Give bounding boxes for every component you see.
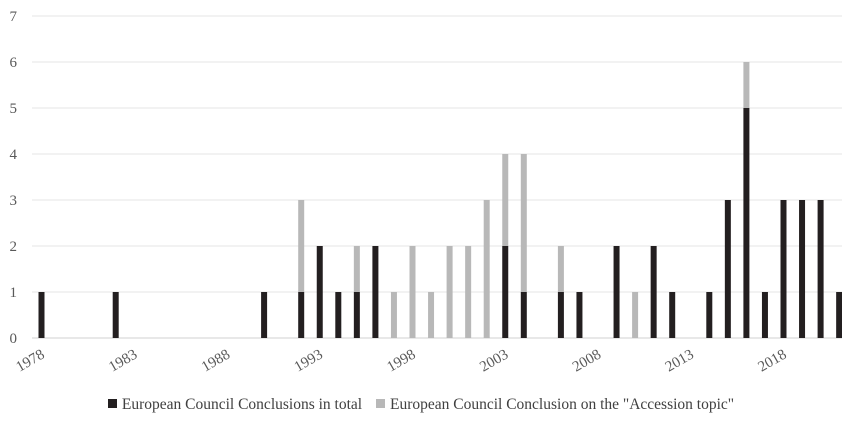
bar-total	[112, 292, 119, 338]
bar-total	[613, 246, 620, 338]
y-tick-label: 6	[10, 55, 18, 71]
legend-swatch-accession	[375, 399, 385, 408]
bar-accession	[409, 246, 416, 338]
bar-accession	[483, 200, 490, 338]
bar-total	[353, 292, 360, 338]
bar-accession	[632, 292, 639, 338]
legend-item-accession: European Council Conclusion on the "Acce…	[375, 396, 735, 414]
x-tick-label: 2008	[570, 347, 604, 376]
y-tick-label: 2	[10, 239, 18, 255]
bar-total	[335, 292, 342, 338]
y-tick-label: 5	[10, 101, 18, 117]
y-tick-label: 7	[10, 9, 18, 25]
bar-accession	[390, 292, 397, 338]
bar-total	[502, 246, 509, 338]
bar-total	[520, 292, 527, 338]
x-tick-label: 2018	[756, 347, 790, 376]
bar-total	[817, 200, 824, 338]
bar-accession	[353, 246, 360, 292]
bar-total	[557, 292, 564, 338]
bar-total	[298, 292, 305, 338]
stacked-bar-chart: 0 1 2 3 4 5 6 7 1978 1983 1988 1993 1998 2003 2008 2013…	[10, 9, 842, 376]
bar-total	[316, 246, 323, 338]
y-tick-label: 0	[10, 331, 18, 347]
bar-accession	[298, 200, 305, 292]
bar-accession	[428, 292, 435, 338]
bar-total	[724, 200, 731, 338]
bar-total	[706, 292, 713, 338]
bar-total	[38, 292, 45, 338]
bar-accession	[446, 246, 453, 338]
bar-total	[836, 292, 842, 338]
x-tick-label: 1983	[106, 347, 140, 376]
chart-legend: European Council Conclusions in total Eu…	[0, 396, 842, 414]
bar-accession	[557, 246, 564, 292]
bar-accession	[743, 62, 750, 108]
bar-accession	[465, 246, 472, 338]
x-tick-label: 1988	[199, 347, 233, 376]
legend-label-accession: European Council Conclusion on the "Acce…	[389, 396, 735, 413]
x-tick-label: 1993	[292, 347, 326, 376]
y-tick-label: 3	[10, 193, 18, 209]
legend-swatch-total	[107, 399, 117, 408]
bar-total	[650, 246, 657, 338]
bar-total	[576, 292, 583, 338]
y-tick-label: 4	[10, 147, 18, 163]
bar-accession	[520, 154, 527, 292]
x-tick-label: 1978	[14, 347, 48, 376]
bar-total	[669, 292, 676, 338]
bar-accession	[502, 154, 509, 246]
bar-total	[743, 108, 750, 338]
x-tick-label: 1998	[385, 347, 419, 376]
bar-total	[761, 292, 768, 338]
legend-label-total: European Council Conclusions in total	[121, 396, 363, 413]
legend-item-total: European Council Conclusions in total	[107, 396, 363, 414]
x-tick-label: 2013	[663, 347, 697, 376]
bar-total	[799, 200, 806, 338]
bar-total	[372, 246, 379, 338]
x-tick-label: 2003	[477, 347, 511, 376]
y-tick-label: 1	[10, 285, 18, 301]
bar-total	[780, 200, 787, 338]
bar-total	[261, 292, 268, 338]
